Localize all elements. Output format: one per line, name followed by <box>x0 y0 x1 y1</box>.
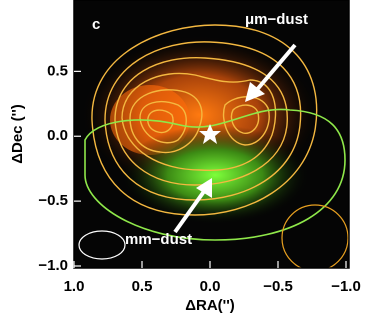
frame <box>73 0 350 269</box>
x-tick-label: 0.0 <box>200 278 221 295</box>
annotation: mm−dust <box>125 231 192 248</box>
x-axis-label: ΔRA('') <box>185 297 235 314</box>
image-panel <box>74 0 349 268</box>
y-axis-label: ΔDec ('') <box>9 104 26 164</box>
x-tick-label: −0.5 <box>263 278 293 295</box>
annotation: μm−dust <box>245 11 308 28</box>
panel-label: c <box>92 16 100 33</box>
x-tick-label: −1.0 <box>331 278 361 295</box>
x-tick-label: 0.5 <box>132 278 153 295</box>
y-tick-label: 0.0 <box>47 127 68 144</box>
y-tick-label: −0.5 <box>38 192 68 209</box>
y-tick-label: −1.0 <box>38 257 68 274</box>
x-tick-label: 1.0 <box>64 278 85 295</box>
y-tick-label: 0.5 <box>47 62 68 79</box>
